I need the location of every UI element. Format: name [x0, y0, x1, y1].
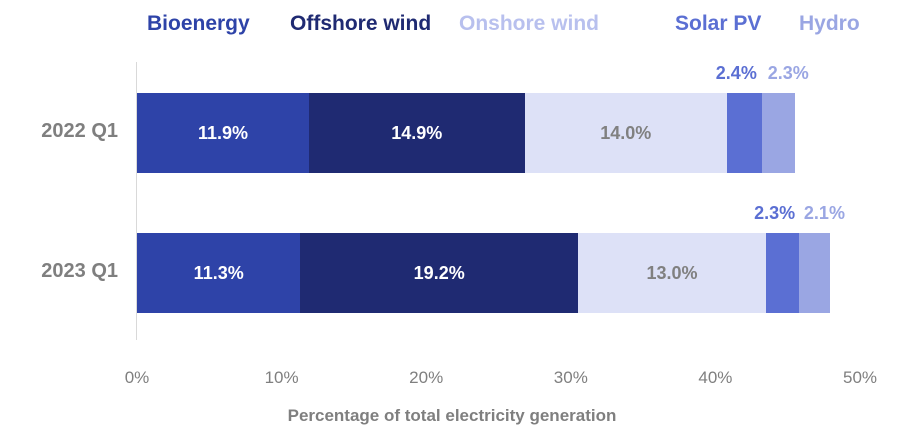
x-tick-label: 30% — [553, 368, 588, 387]
bar-segment-solar-pv — [766, 233, 800, 313]
x-axis-title: Percentage of total electricity generati… — [287, 406, 617, 425]
data-label: 2.1% — [803, 203, 845, 223]
bar-segment-onshore-wind: 14.0% — [524, 93, 727, 173]
bar-segment-onshore-wind: 13.0% — [578, 233, 766, 313]
category-label: 2023 Q1 — [41, 260, 118, 282]
bar-segment-offshore-wind: 19.2% — [300, 233, 579, 313]
category-label: 2022 Q1 — [41, 120, 118, 142]
legend-hydro: Hydro — [799, 12, 860, 35]
bar-segment-offshore-wind: 14.9% — [309, 93, 525, 173]
bar-segment-bioenergy: 11.3% — [137, 233, 301, 313]
x-tick-label: 10% — [264, 368, 299, 387]
bar-segment-bioenergy: 11.9% — [137, 93, 310, 173]
x-tick-label: 40% — [698, 368, 733, 387]
legend-offshore-wind: Offshore wind — [290, 12, 432, 35]
bar-segment-hydro — [799, 233, 830, 313]
data-label: 2.4% — [715, 63, 757, 83]
x-tick-label: 50% — [842, 368, 878, 387]
x-tick-label: 20% — [409, 368, 444, 387]
x-tick-label: 0% — [124, 368, 150, 387]
data-label: 2.3% — [767, 63, 809, 83]
legend-solar-pv: Solar PV — [675, 12, 762, 35]
legend-onshore-wind: Onshore wind — [459, 12, 600, 35]
legend-bioenergy: Bioenergy — [147, 12, 250, 35]
data-label: 2.3% — [754, 203, 796, 223]
bar-segment-hydro — [761, 93, 795, 173]
bar-segment-solar-pv — [726, 93, 762, 173]
y-axis-line — [136, 62, 137, 340]
